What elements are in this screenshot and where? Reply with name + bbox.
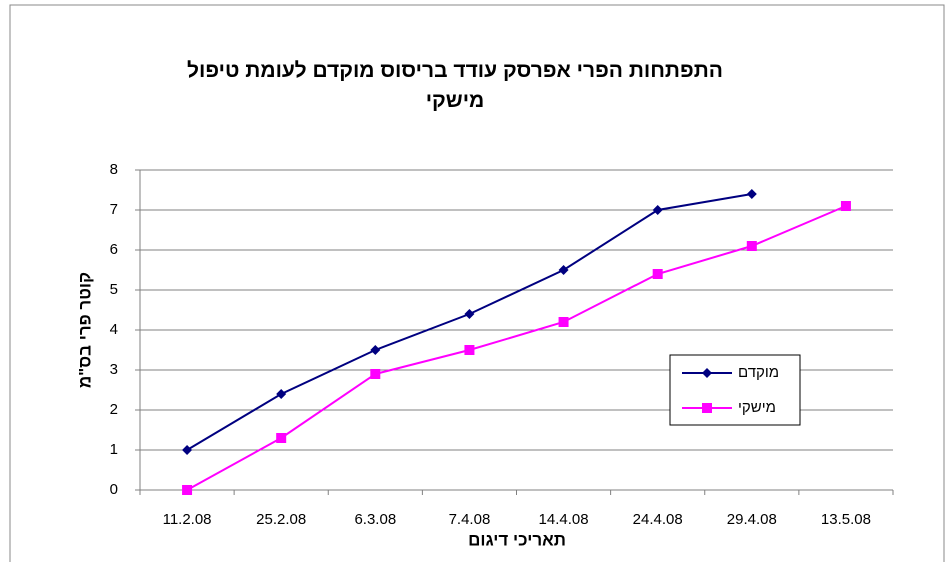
x-tick-label: 29.4.08	[727, 511, 777, 528]
chart-title: התפתחות הפרי אפרסק עודד בריסוס מוקדם לעו…	[187, 59, 723, 112]
x-tick-label: 7.4.08	[449, 511, 491, 528]
legend-marker	[702, 403, 712, 413]
x-axis-label: תאריכי דיגום	[468, 530, 566, 549]
data-point	[276, 433, 287, 443]
y-tick-label: 1	[110, 441, 118, 458]
data-point	[558, 317, 569, 327]
y-tick-label: 0	[110, 481, 118, 498]
series-line	[186, 193, 752, 451]
x-tick-label: 13.5.08	[821, 511, 871, 528]
data-point	[182, 485, 193, 495]
legend-marker	[702, 368, 712, 378]
chart-frame	[9, 4, 945, 562]
x-tick-label: 6.3.08	[354, 511, 396, 528]
data-point	[276, 389, 287, 399]
data-point	[370, 369, 381, 379]
y-tick-label: 6	[110, 241, 118, 258]
x-tick-label: 24.4.08	[633, 511, 683, 528]
legend-box	[669, 354, 801, 426]
y-tick-label: 5	[110, 281, 118, 298]
data-point	[370, 345, 381, 355]
data-point	[652, 269, 663, 279]
legend-label: מוקדם	[738, 364, 779, 381]
data-point	[746, 189, 757, 199]
data-point	[558, 265, 569, 275]
y-tick-label: 2	[110, 401, 118, 418]
legend-label: מישקי	[738, 399, 776, 416]
y-axis-label: קוטר פרי בס"מ	[75, 272, 94, 388]
y-tick-label: 8	[110, 161, 118, 178]
data-point	[840, 201, 851, 211]
x-tick-label: 25.2.08	[256, 511, 306, 528]
y-tick-label: 4	[110, 321, 118, 338]
data-point	[652, 205, 663, 215]
series-line	[186, 205, 847, 491]
data-point	[746, 241, 757, 251]
data-point	[464, 309, 475, 319]
data-point	[464, 345, 475, 355]
y-tick-label: 3	[110, 361, 118, 378]
x-tick-label: 11.2.08	[163, 511, 212, 528]
x-tick-label: 14.4.08	[539, 511, 589, 528]
data-point	[182, 445, 193, 455]
y-tick-label: 7	[110, 201, 118, 218]
